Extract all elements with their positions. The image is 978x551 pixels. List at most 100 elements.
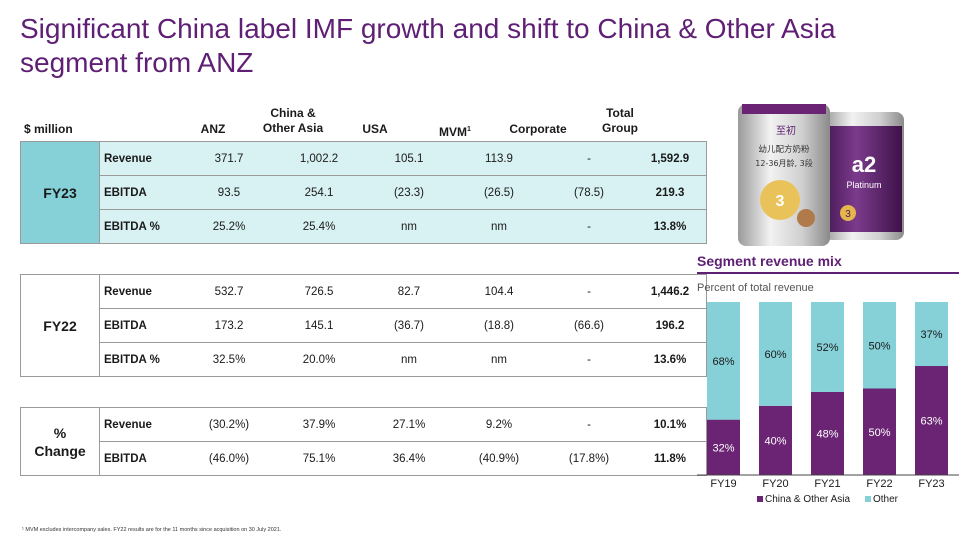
cell-total: 13.8% [634, 209, 707, 244]
col-header-china: China & Other Asia [262, 106, 324, 135]
x-tick-label: FY22 [866, 478, 892, 490]
data-label-china-other-asia: 50% [868, 427, 890, 439]
table-row: FY22 Revenue 532.7 726.5 82.7 104.4 - 1,… [20, 274, 707, 377]
bar-china-other-asia [915, 366, 948, 475]
cell: 1,002.2 [274, 141, 364, 176]
cell: 20.0% [274, 342, 364, 377]
bar-other [811, 302, 844, 392]
metric-label: Revenue [99, 274, 184, 309]
cell: 145.1 [274, 308, 364, 343]
can2-brand: a2 [852, 152, 876, 177]
cell: 532.7 [184, 274, 274, 309]
cell: 25.4% [274, 209, 364, 244]
x-tick-label: FY21 [814, 478, 840, 490]
cell-total: 196.2 [634, 308, 707, 343]
cell: nm [364, 209, 454, 244]
cell: (30.2%) [184, 407, 274, 442]
product-cans-image: a2 Platinum 3 至初 幼儿配方奶粉 12-36月龄, 3段 3 [738, 104, 904, 246]
table-row: EBITDA % 25.2% 25.4% nm nm - 13.8% [21, 209, 707, 244]
table-row: EBITDA % 32.5% 20.0% nm nm - 13.6% [21, 342, 707, 377]
bar-other [707, 302, 740, 420]
bar-china-other-asia [759, 405, 792, 475]
page-title: Significant China label IMF growth and s… [20, 12, 920, 80]
chart-title-rule [697, 272, 959, 274]
cell: 113.9 [454, 141, 544, 176]
bar-china-other-asia [707, 419, 740, 475]
metric-label: EBITDA % [99, 209, 184, 244]
table-row: FY23 Revenue 371.7 1,002.2 105.1 113.9 -… [20, 141, 707, 244]
can2-line: Platinum [846, 180, 881, 190]
can2-stage: 3 [845, 209, 851, 220]
table-row: % Change Revenue (30.2%) 37.9% 27.1% 9.2… [20, 407, 707, 476]
col-header-corporate: Corporate [509, 122, 567, 136]
cell-total: 219.3 [634, 175, 707, 210]
cell: (66.6) [544, 308, 634, 343]
data-label-other: 68% [712, 356, 734, 368]
cell: (26.5) [454, 175, 544, 210]
cell: 104.4 [454, 274, 544, 309]
cell: 93.5 [184, 175, 274, 210]
cell: 75.1% [274, 441, 364, 476]
legend-label: China & Other Asia [765, 494, 850, 505]
cell: 82.7 [364, 274, 454, 309]
metric-label: Revenue [99, 407, 184, 442]
x-tick-label: FY19 [710, 478, 736, 490]
table-row: EBITDA 173.2 145.1 (36.7) (18.8) (66.6) … [21, 308, 707, 343]
metric-label: EBITDA [99, 441, 184, 476]
cell: 371.7 [184, 141, 274, 176]
title-line-1: Significant China label IMF growth and s… [20, 13, 836, 44]
data-label-other: 52% [816, 342, 838, 354]
bar-other [863, 302, 896, 389]
metric-label: Revenue [99, 141, 184, 176]
bar-china-other-asia [811, 391, 844, 475]
col-header-total: Total Group [602, 106, 638, 135]
mvm-footnote-mark: 1 [467, 126, 471, 133]
cell: - [544, 274, 634, 309]
group-label: % Change [20, 407, 100, 476]
chart-subtitle: Percent of total revenue [697, 282, 814, 294]
col-header-anz: ANZ [200, 122, 226, 136]
metric-label: EBITDA [99, 175, 184, 210]
col-header-usa: USA [362, 122, 388, 136]
title-line-2: segment from ANZ [20, 47, 254, 78]
cell: 173.2 [184, 308, 274, 343]
data-label-china-other-asia: 40% [764, 435, 786, 447]
cell: 37.9% [274, 407, 364, 442]
cell: 9.2% [454, 407, 544, 442]
data-label-other: 60% [764, 349, 786, 361]
group-label: FY22 [20, 274, 100, 377]
cell: (18.8) [454, 308, 544, 343]
segment-mix-chart: 32% 68% FY19 40% 60% FY20 48% 52% FY21 50% 50% FY22… [697, 302, 959, 505]
cell: - [544, 209, 634, 244]
cell: (23.3) [364, 175, 454, 210]
bar-other [915, 302, 948, 367]
data-label-china-other-asia: 48% [816, 428, 838, 440]
cell: - [544, 407, 634, 442]
cell: nm [454, 209, 544, 244]
cell: (40.9%) [454, 441, 544, 476]
col-header-mvm: MVM1 [410, 122, 500, 140]
bar-china-other-asia [863, 388, 896, 475]
cell: nm [364, 342, 454, 377]
cell: nm [454, 342, 544, 377]
cell: (46.0%) [184, 441, 274, 476]
cell: (36.7) [364, 308, 454, 343]
legend-swatch [865, 496, 871, 502]
data-label-other: 37% [920, 329, 942, 341]
cell-total: 1,446.2 [634, 274, 707, 309]
cell: 27.1% [364, 407, 454, 442]
x-tick-label: FY20 [762, 478, 788, 490]
cell: 105.1 [364, 141, 454, 176]
data-label-china-other-asia: 63% [920, 416, 942, 428]
cell: (17.8%) [544, 441, 634, 476]
footnote: ¹ MVM excludes intercompany sales. FY22 … [22, 527, 282, 533]
table-row: EBITDA (46.0%) 75.1% 36.4% (40.9%) (17.8… [21, 441, 707, 476]
cell-total: 1,592.9 [634, 141, 707, 176]
bar-other [759, 302, 792, 406]
cell-total: 11.8% [634, 441, 707, 476]
cell: 36.4% [364, 441, 454, 476]
cell: 726.5 [274, 274, 364, 309]
legend-label: Other [873, 494, 899, 505]
change-table: % Change Revenue (30.2%) 37.9% 27.1% 9.2… [20, 407, 707, 476]
fy23-table: FY23 Revenue 371.7 1,002.2 105.1 113.9 -… [20, 141, 707, 244]
